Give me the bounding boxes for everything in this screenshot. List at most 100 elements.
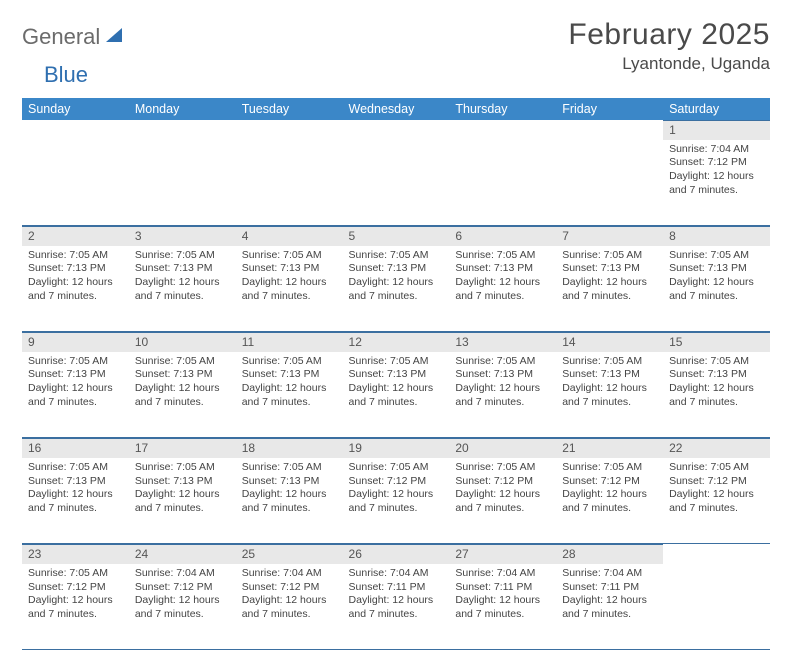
day-cell [22, 140, 129, 226]
day-content: Sunrise: 7:04 AMSunset: 7:11 PMDaylight:… [343, 564, 450, 626]
day-header: Friday [556, 98, 663, 120]
day-number: 24 [129, 544, 236, 564]
day-content: Sunrise: 7:05 AMSunset: 7:12 PMDaylight:… [22, 564, 129, 626]
day-number-cell: 13 [449, 332, 556, 352]
day-number-cell: 6 [449, 226, 556, 246]
day-cell: Sunrise: 7:05 AMSunset: 7:13 PMDaylight:… [129, 458, 236, 544]
day-number: 18 [236, 438, 343, 458]
day-content: Sunrise: 7:05 AMSunset: 7:13 PMDaylight:… [663, 246, 770, 308]
day-number: 17 [129, 438, 236, 458]
day-cell: Sunrise: 7:05 AMSunset: 7:13 PMDaylight:… [449, 352, 556, 438]
day-cell: Sunrise: 7:05 AMSunset: 7:13 PMDaylight:… [343, 246, 450, 332]
day-number-cell: 19 [343, 438, 450, 458]
day-content: Sunrise: 7:05 AMSunset: 7:12 PMDaylight:… [556, 458, 663, 520]
day-cell [663, 564, 770, 650]
day-cell: Sunrise: 7:04 AMSunset: 7:12 PMDaylight:… [129, 564, 236, 650]
day-content: Sunrise: 7:04 AMSunset: 7:11 PMDaylight:… [556, 564, 663, 626]
day-cell: Sunrise: 7:05 AMSunset: 7:12 PMDaylight:… [22, 564, 129, 650]
day-number: 26 [343, 544, 450, 564]
day-header: Tuesday [236, 98, 343, 120]
day-number: 6 [449, 226, 556, 246]
day-number-cell [22, 120, 129, 140]
day-number-cell: 23 [22, 544, 129, 564]
logo-text-blue: Blue [44, 62, 88, 87]
day-cell: Sunrise: 7:04 AMSunset: 7:11 PMDaylight:… [556, 564, 663, 650]
day-cell: Sunrise: 7:05 AMSunset: 7:13 PMDaylight:… [343, 352, 450, 438]
day-number-cell: 5 [343, 226, 450, 246]
day-cell: Sunrise: 7:05 AMSunset: 7:13 PMDaylight:… [556, 246, 663, 332]
day-number-cell [236, 120, 343, 140]
day-number: 1 [663, 120, 770, 140]
day-number: 11 [236, 332, 343, 352]
day-number-cell: 9 [22, 332, 129, 352]
day-content: Sunrise: 7:05 AMSunset: 7:13 PMDaylight:… [343, 246, 450, 308]
day-number-cell: 1 [663, 120, 770, 140]
day-number-cell [129, 120, 236, 140]
day-number-cell: 17 [129, 438, 236, 458]
day-number-cell: 16 [22, 438, 129, 458]
day-number-cell [663, 544, 770, 564]
day-header: Saturday [663, 98, 770, 120]
day-cell [449, 140, 556, 226]
day-header: Monday [129, 98, 236, 120]
day-header: Thursday [449, 98, 556, 120]
day-content: Sunrise: 7:05 AMSunset: 7:13 PMDaylight:… [22, 352, 129, 414]
day-number-cell: 11 [236, 332, 343, 352]
day-content: Sunrise: 7:04 AMSunset: 7:12 PMDaylight:… [129, 564, 236, 626]
day-content: Sunrise: 7:05 AMSunset: 7:12 PMDaylight:… [663, 458, 770, 520]
logo: General [22, 18, 126, 50]
location-label: Lyantonde, Uganda [568, 54, 770, 74]
day-cell: Sunrise: 7:05 AMSunset: 7:13 PMDaylight:… [663, 352, 770, 438]
day-number: 25 [236, 544, 343, 564]
day-cell: Sunrise: 7:05 AMSunset: 7:13 PMDaylight:… [236, 246, 343, 332]
day-content: Sunrise: 7:05 AMSunset: 7:13 PMDaylight:… [449, 246, 556, 308]
logo-text-general: General [22, 24, 100, 50]
day-number-cell: 21 [556, 438, 663, 458]
day-cell: Sunrise: 7:05 AMSunset: 7:13 PMDaylight:… [129, 352, 236, 438]
day-cell: Sunrise: 7:05 AMSunset: 7:13 PMDaylight:… [449, 246, 556, 332]
day-content: Sunrise: 7:05 AMSunset: 7:12 PMDaylight:… [449, 458, 556, 520]
day-content: Sunrise: 7:04 AMSunset: 7:12 PMDaylight:… [236, 564, 343, 626]
logo-sail-icon [104, 26, 124, 49]
day-number: 28 [556, 544, 663, 564]
day-content: Sunrise: 7:05 AMSunset: 7:13 PMDaylight:… [449, 352, 556, 414]
day-number: 27 [449, 544, 556, 564]
day-number-cell: 12 [343, 332, 450, 352]
day-number: 14 [556, 332, 663, 352]
day-number-cell: 25 [236, 544, 343, 564]
day-number-cell: 14 [556, 332, 663, 352]
day-number: 7 [556, 226, 663, 246]
day-cell [556, 140, 663, 226]
day-number-cell: 7 [556, 226, 663, 246]
day-number: 20 [449, 438, 556, 458]
day-number-cell: 26 [343, 544, 450, 564]
day-content: Sunrise: 7:05 AMSunset: 7:13 PMDaylight:… [129, 352, 236, 414]
day-number-cell: 2 [22, 226, 129, 246]
month-title: February 2025 [568, 18, 770, 52]
day-number: 3 [129, 226, 236, 246]
day-cell: Sunrise: 7:05 AMSunset: 7:13 PMDaylight:… [22, 458, 129, 544]
day-cell: Sunrise: 7:04 AMSunset: 7:12 PMDaylight:… [236, 564, 343, 650]
day-number-cell: 18 [236, 438, 343, 458]
day-number: 15 [663, 332, 770, 352]
day-number-cell: 10 [129, 332, 236, 352]
day-content: Sunrise: 7:05 AMSunset: 7:13 PMDaylight:… [236, 458, 343, 520]
day-number: 19 [343, 438, 450, 458]
day-content: Sunrise: 7:05 AMSunset: 7:13 PMDaylight:… [129, 458, 236, 520]
day-number: 23 [22, 544, 129, 564]
day-content: Sunrise: 7:05 AMSunset: 7:12 PMDaylight:… [343, 458, 450, 520]
day-number: 4 [236, 226, 343, 246]
day-content: Sunrise: 7:05 AMSunset: 7:13 PMDaylight:… [236, 352, 343, 414]
day-content: Sunrise: 7:05 AMSunset: 7:13 PMDaylight:… [663, 352, 770, 414]
day-content: Sunrise: 7:04 AMSunset: 7:11 PMDaylight:… [449, 564, 556, 626]
day-header: Wednesday [343, 98, 450, 120]
day-number-cell: 3 [129, 226, 236, 246]
day-cell [343, 140, 450, 226]
day-number-cell [449, 120, 556, 140]
day-number: 10 [129, 332, 236, 352]
day-cell: Sunrise: 7:05 AMSunset: 7:12 PMDaylight:… [449, 458, 556, 544]
day-cell: Sunrise: 7:05 AMSunset: 7:13 PMDaylight:… [236, 458, 343, 544]
day-number-cell: 4 [236, 226, 343, 246]
day-cell: Sunrise: 7:05 AMSunset: 7:12 PMDaylight:… [663, 458, 770, 544]
day-number-cell: 27 [449, 544, 556, 564]
